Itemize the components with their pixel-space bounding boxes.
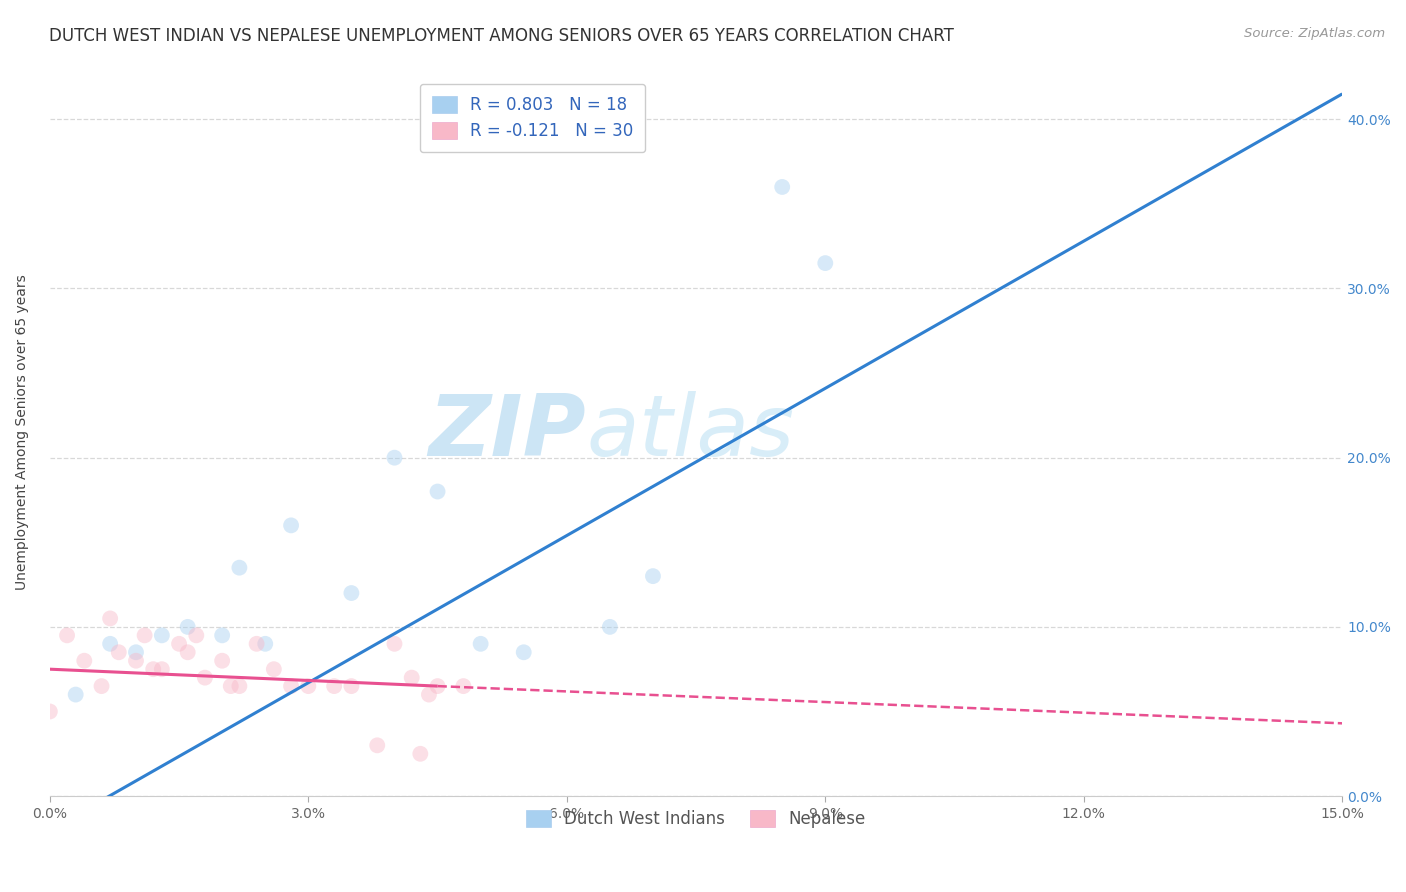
Point (770, 180, 793, 194)
Point (65, 688, 87, 702)
Point (323, 679, 346, 693)
Point (98, 611, 121, 625)
Point (56, 628, 79, 642)
Point (186, 628, 208, 642)
Point (211, 654, 233, 668)
Point (401, 671, 423, 685)
Point (38, 705, 60, 719)
Point (211, 628, 233, 642)
Point (340, 679, 363, 693)
Point (134, 628, 156, 642)
Point (297, 679, 319, 693)
Point (228, 679, 250, 693)
Point (107, 645, 129, 659)
Point (125, 645, 148, 659)
Text: DUTCH WEST INDIAN VS NEPALESE UNEMPLOYMENT AMONG SENIORS OVER 65 YEARS CORRELATI: DUTCH WEST INDIAN VS NEPALESE UNEMPLOYME… (49, 27, 955, 45)
Point (340, 586, 363, 600)
Point (219, 679, 242, 693)
Point (366, 739, 388, 753)
Point (599, 620, 621, 634)
Point (246, 637, 269, 651)
Point (280, 679, 302, 693)
Point (176, 645, 198, 659)
Text: ZIP: ZIP (429, 391, 586, 474)
Point (384, 637, 406, 651)
Point (512, 645, 534, 659)
Point (418, 688, 440, 702)
Point (150, 628, 173, 642)
Point (254, 637, 277, 651)
Point (426, 679, 449, 693)
Point (194, 671, 217, 685)
Point (228, 560, 250, 574)
Point (470, 637, 492, 651)
Y-axis label: Unemployment Among Seniors over 65 years: Unemployment Among Seniors over 65 years (15, 275, 30, 591)
Point (167, 637, 190, 651)
Point (453, 679, 475, 693)
Point (641, 569, 664, 583)
Point (125, 654, 148, 668)
Point (814, 256, 837, 270)
Point (280, 518, 302, 533)
Point (176, 620, 198, 634)
Text: Source: ZipAtlas.com: Source: ZipAtlas.com (1244, 27, 1385, 40)
Point (263, 662, 285, 676)
Legend: Dutch West Indians, Nepalese: Dutch West Indians, Nepalese (519, 804, 873, 835)
Text: atlas: atlas (586, 391, 794, 474)
Point (73, 654, 96, 668)
Point (98, 637, 121, 651)
Point (142, 662, 165, 676)
Point (90, 679, 112, 693)
Point (384, 450, 406, 465)
Point (426, 484, 449, 499)
Point (150, 662, 173, 676)
Point (409, 747, 432, 761)
